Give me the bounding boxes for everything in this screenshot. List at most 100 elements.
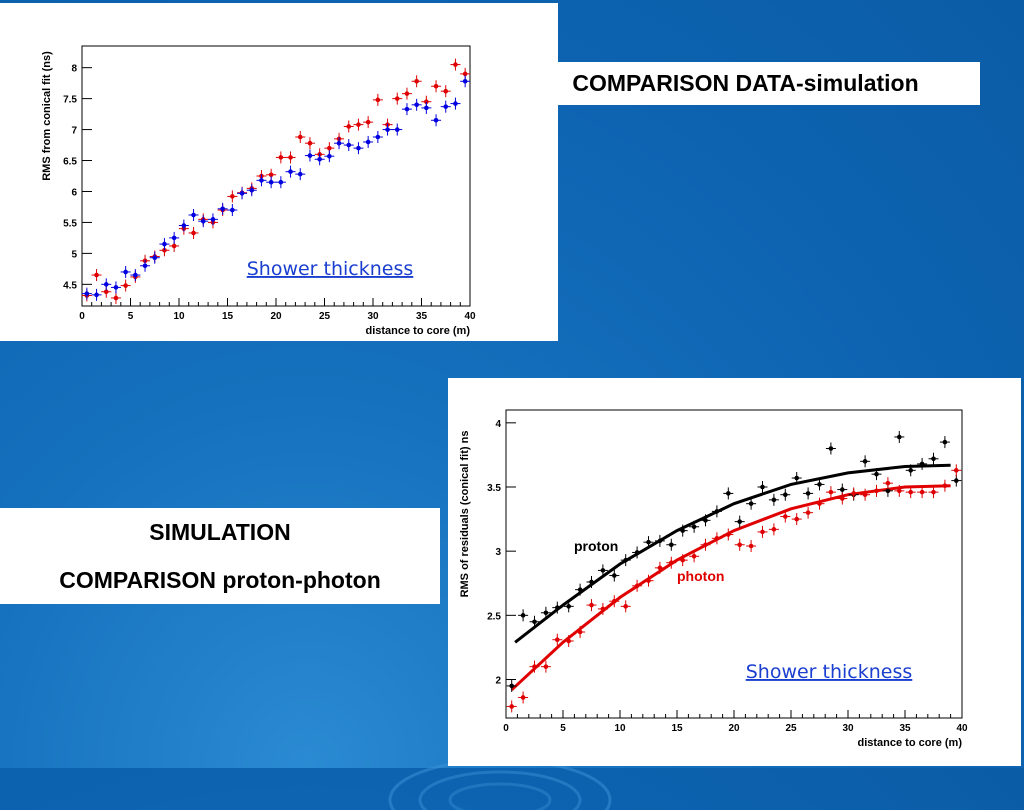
marker [532, 664, 537, 669]
data-point [757, 481, 768, 493]
marker [509, 683, 514, 689]
data-point [700, 514, 711, 527]
data-point [575, 583, 586, 596]
marker [532, 619, 537, 625]
data-point [552, 601, 563, 614]
marker [424, 105, 429, 111]
marker [589, 602, 594, 608]
y-tick-label: 5.5 [63, 218, 77, 229]
data-point [746, 540, 757, 553]
marker [783, 514, 788, 519]
marker [851, 491, 856, 496]
marker [874, 488, 879, 494]
marker [259, 178, 264, 183]
marker [931, 489, 936, 495]
data-point [723, 528, 734, 541]
marker [737, 542, 742, 548]
data-point [188, 226, 199, 239]
marker [669, 542, 674, 548]
marker [142, 263, 148, 269]
proton-label: proton [574, 538, 618, 554]
x-tick-label: 25 [319, 311, 331, 322]
marker [346, 124, 352, 129]
marker [297, 171, 303, 177]
data-point [81, 287, 92, 300]
data-point [304, 149, 315, 162]
data-point [421, 101, 432, 114]
data-point [440, 100, 451, 113]
data-point [700, 538, 711, 551]
data-point [711, 532, 722, 545]
data-point [518, 691, 529, 704]
data-point [431, 80, 442, 93]
y-tick-label: 2 [495, 676, 501, 687]
marker [268, 172, 274, 178]
marker [230, 207, 235, 213]
x-tick-label: 10 [173, 311, 185, 322]
data-point [803, 506, 814, 519]
marker [520, 695, 526, 700]
data-point [392, 123, 403, 136]
marker [954, 478, 959, 483]
marker [703, 542, 708, 548]
marker [268, 179, 274, 185]
data-point [130, 269, 141, 282]
marker [171, 243, 177, 249]
data-point [334, 137, 345, 150]
x-axis-title: distance to core (m) [365, 325, 470, 337]
marker [356, 145, 361, 151]
x-tick-label: 25 [785, 723, 797, 734]
marker [623, 604, 628, 609]
data-point [540, 606, 551, 619]
marker [669, 560, 674, 566]
y-tick-label: 3.5 [487, 483, 501, 494]
data-point [506, 700, 517, 713]
data-point [734, 538, 745, 551]
marker [152, 255, 158, 261]
y-tick-label: 6 [71, 187, 77, 198]
shower-thickness-annotation: Shower thickness [746, 661, 913, 683]
data-point [609, 569, 620, 582]
data-point [343, 120, 354, 133]
marker [600, 568, 606, 573]
marker [623, 557, 628, 563]
marker [113, 295, 119, 301]
data-point [894, 430, 905, 443]
marker [191, 230, 196, 236]
fit-curve [514, 463, 951, 644]
marker [424, 99, 429, 105]
data-point [632, 546, 643, 559]
marker [394, 127, 400, 132]
x-tick-label: 0 [79, 311, 85, 322]
marker [181, 223, 187, 228]
marker [862, 459, 868, 464]
marker [862, 492, 868, 497]
data-point [723, 487, 734, 500]
marker [577, 587, 583, 592]
marker [612, 598, 617, 604]
data-point [928, 486, 939, 499]
data-point [540, 660, 551, 673]
data-point [620, 554, 631, 567]
marker [748, 501, 754, 506]
marker [646, 578, 651, 583]
data-point [120, 265, 131, 278]
x-tick-label: 40 [464, 311, 476, 322]
simulation-comparison-label: SIMULATION COMPARISON proton-photon [0, 508, 440, 604]
data-point [353, 118, 364, 131]
data-point [905, 464, 916, 477]
data-point [295, 131, 306, 143]
data-point [905, 486, 916, 499]
marker [327, 153, 332, 159]
marker [555, 605, 560, 610]
data-point [324, 150, 335, 163]
marker [162, 247, 167, 253]
marker [210, 217, 216, 222]
marker [288, 169, 293, 174]
x-tick-label: 30 [842, 723, 854, 734]
marker [191, 212, 196, 218]
data-point [343, 139, 354, 152]
x-tick-label: 20 [728, 723, 740, 734]
comparison-proton-photon-heading: COMPARISON proton-photon [59, 567, 381, 593]
marker [942, 439, 948, 445]
